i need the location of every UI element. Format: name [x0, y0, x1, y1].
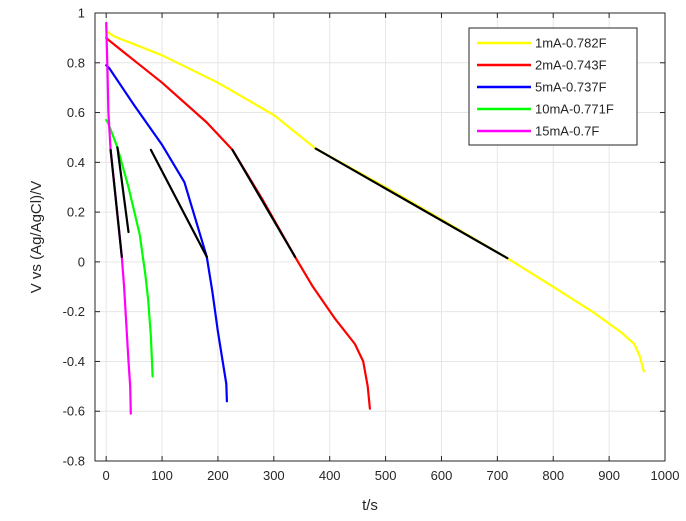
y-tick-label: -0.6: [63, 404, 85, 419]
legend-entry-1: 1mA-0.782F: [535, 36, 607, 51]
series-line-4: [105, 118, 154, 378]
y-tick-label: 0.6: [67, 105, 85, 120]
x-tick-label: 600: [431, 468, 453, 483]
y-tick-label: 0.8: [67, 55, 85, 70]
x-tick-label: 900: [598, 468, 620, 483]
tick-labels: 0 100 200 300 400 500 600 700 800 900 1000 -0.8 -0.6…: [63, 6, 680, 484]
legend: 1mA-0.782F 2mA-0.743F 5mA-0.737F 10mA-0.771…: [468, 27, 638, 146]
fit-segment-3: [149, 148, 208, 258]
legend-entry-4: 10mA-0.771F: [535, 102, 614, 117]
axis-ticks: [95, 12, 666, 462]
x-tick-label: 1000: [651, 468, 680, 483]
plot-border: [94, 12, 666, 462]
y-tick-label: 0.4: [67, 155, 85, 170]
y-tick-label: 1: [78, 6, 85, 21]
legend-entry-2: 2mA-0.743F: [535, 58, 607, 73]
legend-entry-5: 15mA-0.7F: [535, 124, 599, 139]
fit-segment-2: [231, 148, 297, 258]
fit-segment-1: [314, 147, 509, 260]
x-tick-label: 0: [103, 468, 110, 483]
y-axis-label: V vs (Ag/AgCl)/V: [28, 181, 45, 294]
y-tick-label: -0.4: [63, 354, 85, 369]
x-tick-label: 400: [319, 468, 341, 483]
y-tick-label: -0.8: [63, 454, 85, 469]
legend-entry-3: 5mA-0.737F: [535, 80, 607, 95]
y-tick-label: 0: [78, 254, 85, 269]
x-axis-label: t/s: [362, 497, 378, 514]
x-tick-label: 500: [375, 468, 397, 483]
x-tick-label: 800: [542, 468, 564, 483]
x-tick-label: 700: [487, 468, 509, 483]
x-tick-label: 100: [151, 468, 173, 483]
y-tick-label: -0.2: [63, 304, 85, 319]
x-tick-label: 300: [263, 468, 285, 483]
fit-segment-5: [109, 148, 123, 258]
fit-segments: [109, 146, 509, 260]
y-tick-label: 0.2: [67, 205, 85, 220]
x-tick-label: 200: [207, 468, 229, 483]
fit-segment-4: [116, 146, 130, 234]
